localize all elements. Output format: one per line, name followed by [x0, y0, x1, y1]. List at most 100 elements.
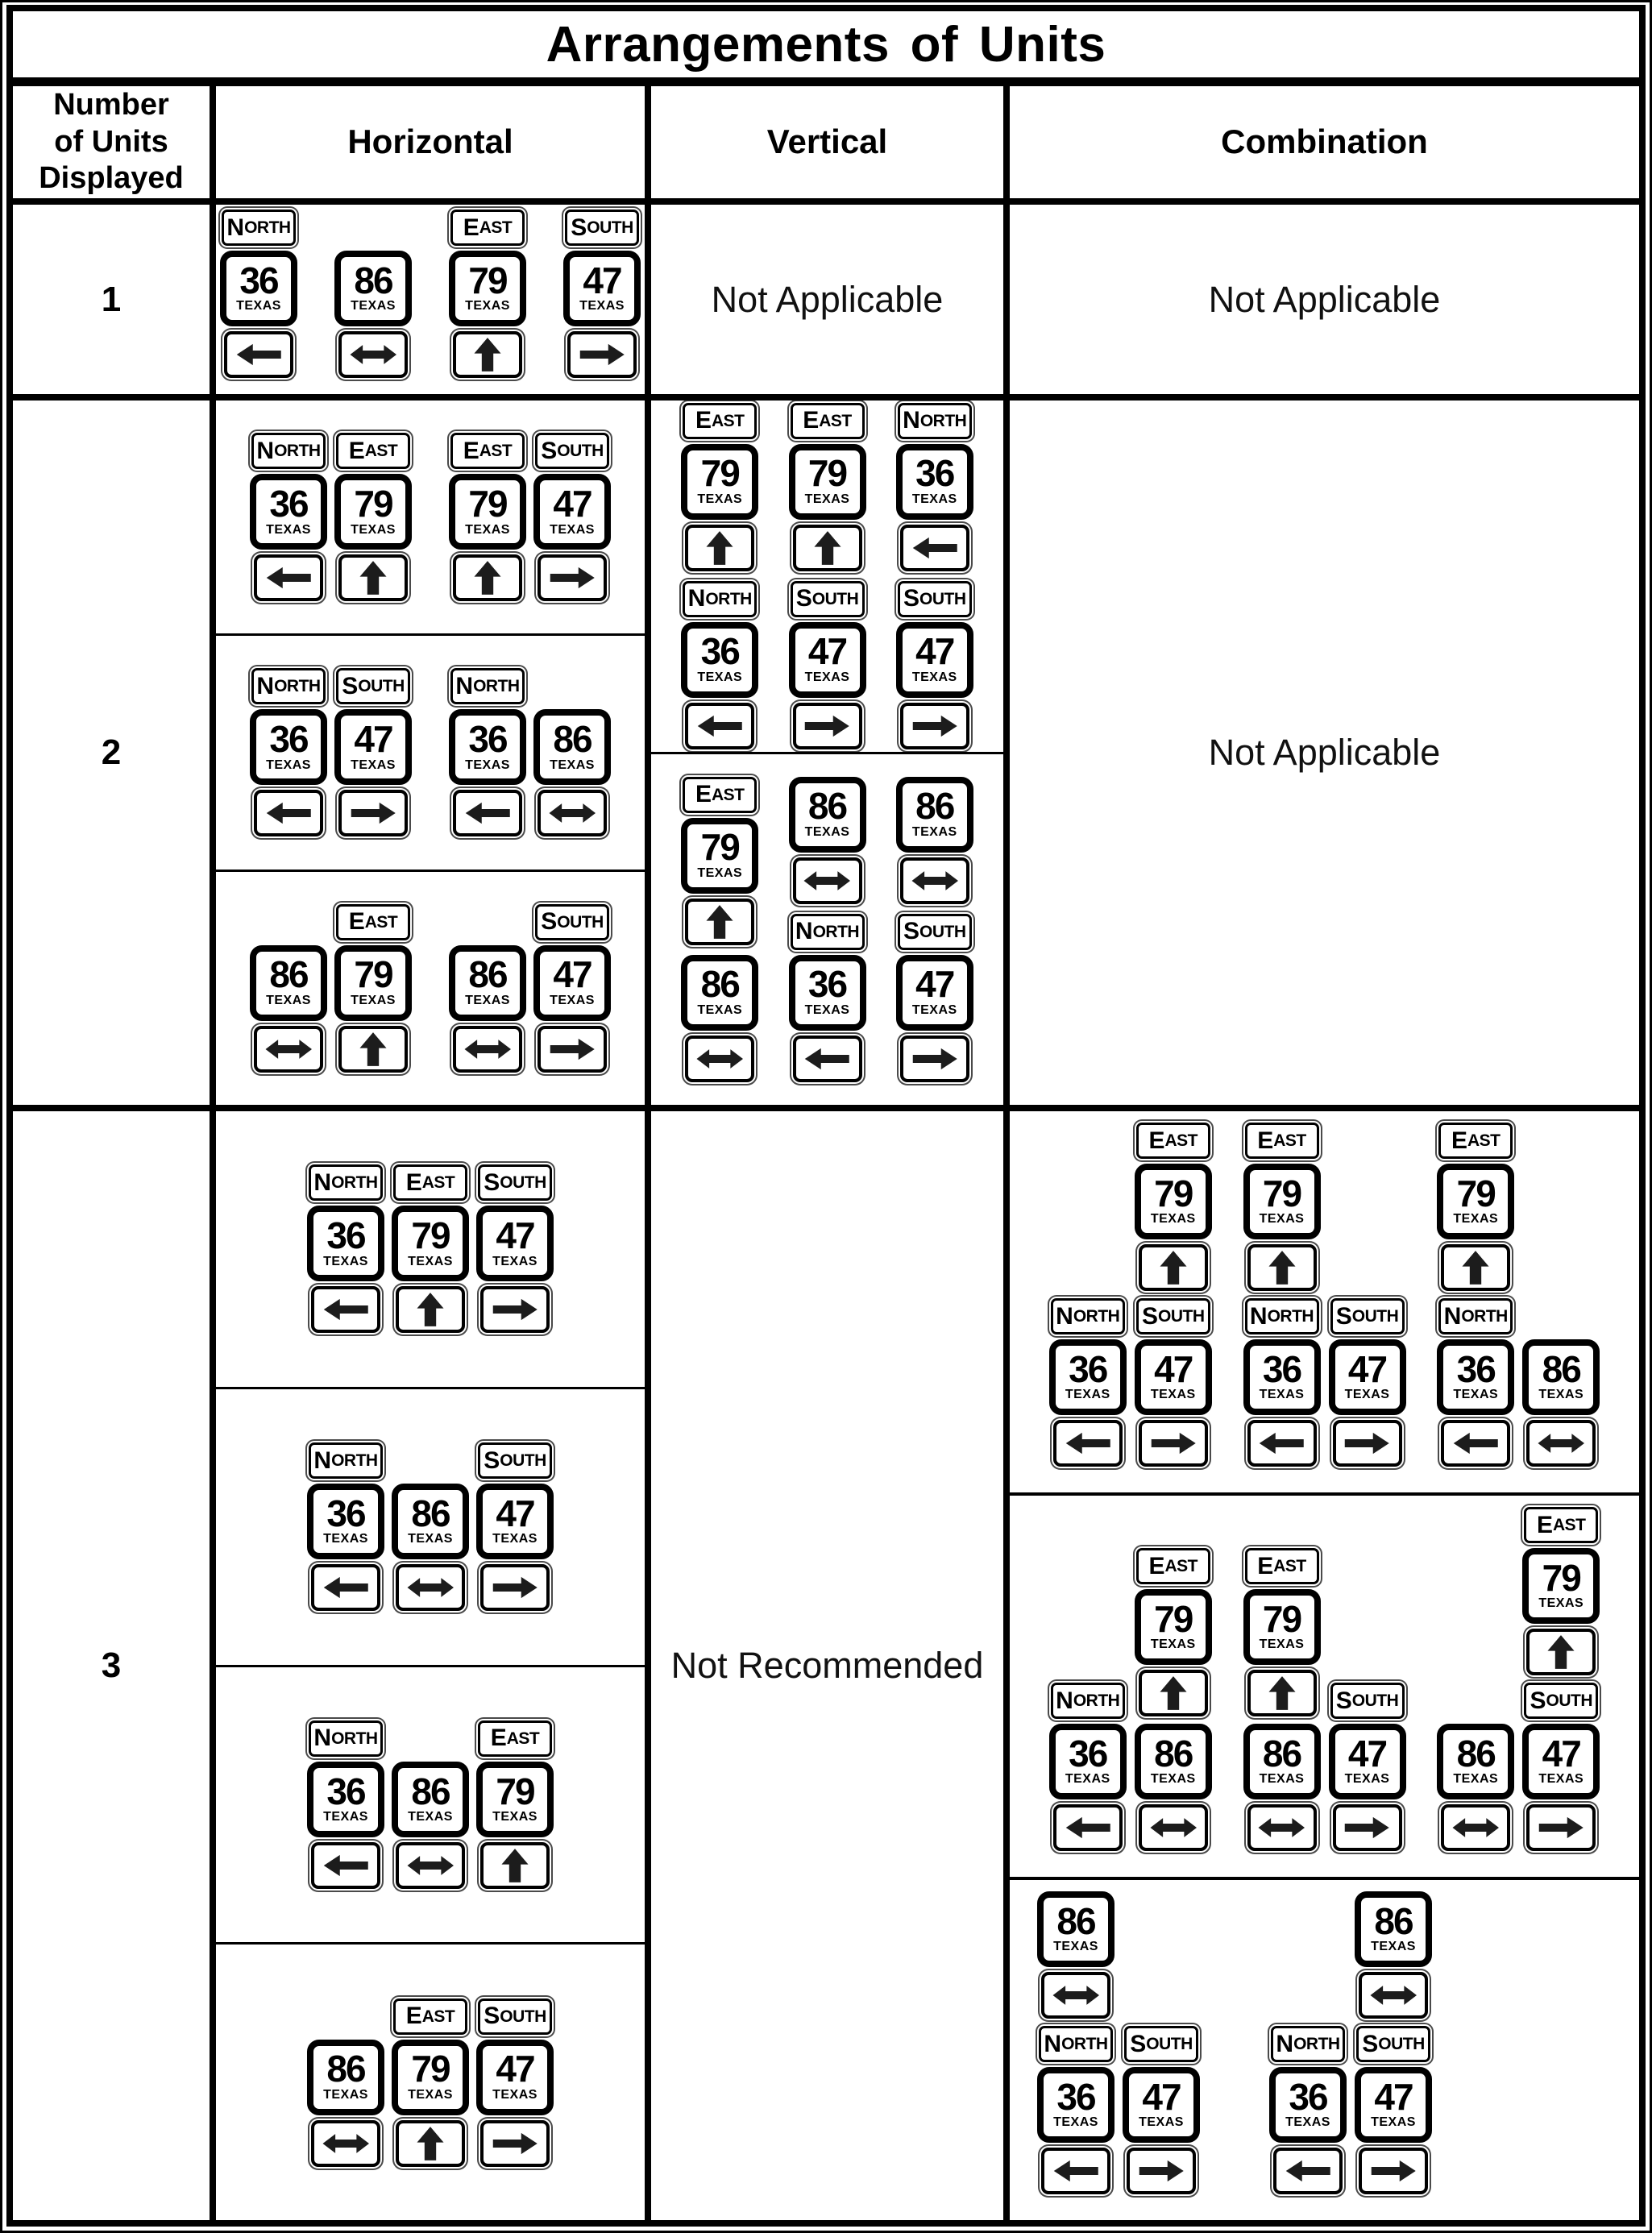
- direction-plate-east: E AST: [1244, 1548, 1319, 1584]
- vertical-assembly: 86 TEXAS S OUTH 47 TEXAS: [895, 776, 973, 1082]
- arrow-plate-double: [396, 1841, 465, 1889]
- row1-combination-cell: Not Applicable: [1010, 205, 1639, 401]
- arrow-plate-up: [1138, 1244, 1208, 1291]
- arrow-plate-double: [453, 1025, 522, 1073]
- direction-plate-south: S OUTH: [1524, 1683, 1599, 1719]
- double-arrow-icon: [803, 870, 851, 890]
- route-shield: 47 TEXAS: [1134, 1339, 1212, 1415]
- direction-plate-north: N ORTH: [1050, 1298, 1125, 1334]
- route-number: 47: [354, 718, 393, 761]
- route-number: 36: [1069, 1732, 1108, 1774]
- right-arrow-icon: [912, 1048, 957, 1069]
- up-arrow-icon: [1547, 1635, 1575, 1669]
- route-number: 36: [269, 482, 309, 525]
- direction-plate-east: E AST: [478, 1720, 552, 1757]
- direction-plate-east: E AST: [393, 1998, 467, 2035]
- texas-label: TEXAS: [465, 522, 510, 537]
- direction-plate-initial: N: [1276, 2030, 1294, 2057]
- sign-unit: N ORTH 36 TEXAS: [449, 668, 526, 837]
- route-number: 36: [326, 1770, 366, 1812]
- left-arrow-icon: [323, 1299, 368, 1321]
- sign-unit: S OUTH 47 TEXAS: [533, 903, 611, 1073]
- left-arrow-icon: [266, 567, 311, 589]
- sign-subrow: 86 TEXAS E AST 79 TEXAS 86 TEXAS S OUTH 47 TEXAS: [216, 869, 645, 1105]
- row2-combination-cell: Not Applicable: [1010, 401, 1639, 1111]
- left-arrow-icon: [1065, 1432, 1110, 1455]
- combo-column-right: E AST 79 TEXAS S OUTH 47 TEXAS: [1134, 1123, 1212, 1467]
- sign-subrows: N ORTH 36 TEXAS E AST 79 TEXAS E AST 79 TEXAS S OUTH 4…: [216, 401, 645, 1105]
- sign-unit: 86 TEXAS: [681, 954, 759, 1082]
- combo-assembly: N ORTH 36 TEXAS E AST 79 TEXAS S OUTH 47 TEXAS: [1048, 1123, 1212, 1467]
- sign-sections: E AST 79 TEXAS N ORTH 36 TEXAS E AST 79 TEXAS S OUTH 4…: [651, 401, 1003, 1105]
- right-arrow-icon: [1139, 2160, 1184, 2182]
- sign-assembly: 86 TEXAS S OUTH 47 TEXAS: [449, 903, 611, 1073]
- direction-plate-initial: E: [1257, 1127, 1274, 1154]
- direction-plate-rest: ORTH: [473, 677, 520, 696]
- route-number: 79: [1262, 1172, 1302, 1214]
- direction-plate-rest: OUTH: [358, 677, 405, 696]
- direction-plate-initial: N: [1056, 1687, 1073, 1714]
- arrow-plate-up: [1247, 1670, 1317, 1716]
- route-shield: 47 TEXAS: [563, 251, 641, 326]
- arrow-plate-up: [1441, 1244, 1511, 1291]
- left-arrow-icon: [323, 1577, 368, 1599]
- route-number: 36: [239, 259, 279, 301]
- left-arrow-icon: [697, 715, 742, 737]
- texas-label: TEXAS: [911, 492, 957, 507]
- direction-plate-north: N ORTH: [251, 668, 326, 705]
- route-shield: 47 TEXAS: [895, 621, 973, 698]
- sign-unit: E AST 79 TEXAS: [681, 402, 759, 571]
- route-shield: 86 TEXAS: [681, 954, 759, 1031]
- texas-label: TEXAS: [1453, 1212, 1499, 1226]
- sign-unit: S OUTH 47 TEXAS: [1355, 2026, 1432, 2194]
- direction-plate-north: N ORTH: [222, 210, 296, 246]
- direction-plate-south: S OUTH: [1330, 1298, 1405, 1334]
- arrow-plate-right: [1526, 1804, 1596, 1851]
- texas-label: TEXAS: [1053, 1940, 1098, 1954]
- vertical-assembly: 86 TEXAS N ORTH 36 TEXAS: [788, 776, 866, 1082]
- arrow-plate-up: [480, 1841, 550, 1889]
- direction-plate-initial: S: [1130, 2030, 1147, 2057]
- direction-plate-north: N ORTH: [897, 402, 972, 439]
- left-arrow-icon: [465, 803, 510, 824]
- direction-plate-south: S OUTH: [1356, 2026, 1430, 2062]
- table-title: Arrangements of Units: [546, 16, 1106, 73]
- row1-horizontal-cell: N ORTH 36 TEXAS 86 TEXAS E AST 79 TEXAS S OUTH 47 TEX…: [216, 205, 651, 401]
- direction-plate-rest: OUTH: [1351, 1307, 1399, 1326]
- sign-assembly: 86 TEXAS E AST 79 TEXAS S OUTH 47 TEXAS: [307, 1998, 554, 2167]
- sign-unit: N ORTH 36 TEXAS: [220, 210, 297, 378]
- texas-label: TEXAS: [465, 299, 510, 313]
- sign-unit: N ORTH 36 TEXAS: [1269, 2026, 1347, 2194]
- arrow-plate-right: [538, 554, 607, 602]
- route-shield: 36 TEXAS: [1048, 1724, 1127, 1799]
- direction-plate-rest: ORTH: [812, 922, 860, 941]
- direction-plate-rest: ORTH: [331, 1451, 378, 1471]
- combo-column-right: S OUTH 47 TEXAS: [1328, 1683, 1406, 1851]
- arrow-plate-right: [792, 702, 862, 749]
- direction-plate-rest: AST: [479, 442, 513, 461]
- double-arrow-icon: [407, 1578, 454, 1597]
- route-shield: 79 TEXAS: [1437, 1164, 1515, 1239]
- sign-unit: E AST 79 TEXAS: [334, 903, 412, 1073]
- sign-unit: S OUTH 47 TEXAS: [1328, 1298, 1406, 1467]
- row3-vertical-cell: Not Recommended: [651, 1111, 1010, 2220]
- route-number: 79: [354, 953, 393, 996]
- direction-plate-east: E AST: [790, 402, 865, 439]
- sign-section: E AST 79 TEXAS N ORTH 36 TEXAS E AST 79 TEXAS S OUTH 4…: [651, 401, 1003, 752]
- route-shield: 86 TEXAS: [392, 1484, 469, 1560]
- double-arrow-icon: [696, 1048, 743, 1069]
- route-number: 47: [553, 482, 592, 525]
- route-shield: 47 TEXAS: [476, 1484, 554, 1560]
- direction-plate-rest: OUTH: [500, 2007, 546, 2026]
- direction-plate-south: S OUTH: [478, 1164, 552, 1202]
- route-shield: 47 TEXAS: [1123, 2067, 1200, 2143]
- sign-unit: E AST 79 TEXAS: [476, 1720, 554, 1889]
- direction-plate-initial: N: [1044, 2030, 1062, 2057]
- direction-plate-north: N ORTH: [1244, 1298, 1319, 1334]
- route-number: 36: [1456, 1347, 1496, 1390]
- direction-plate-initial: E: [1451, 1127, 1467, 1154]
- sign-unit: E AST 79 TEXAS: [1437, 1123, 1515, 1291]
- sign-unit: E AST 79 TEXAS: [392, 1998, 469, 2167]
- route-number: 36: [326, 1492, 366, 1534]
- texas-label: TEXAS: [1453, 1772, 1499, 1787]
